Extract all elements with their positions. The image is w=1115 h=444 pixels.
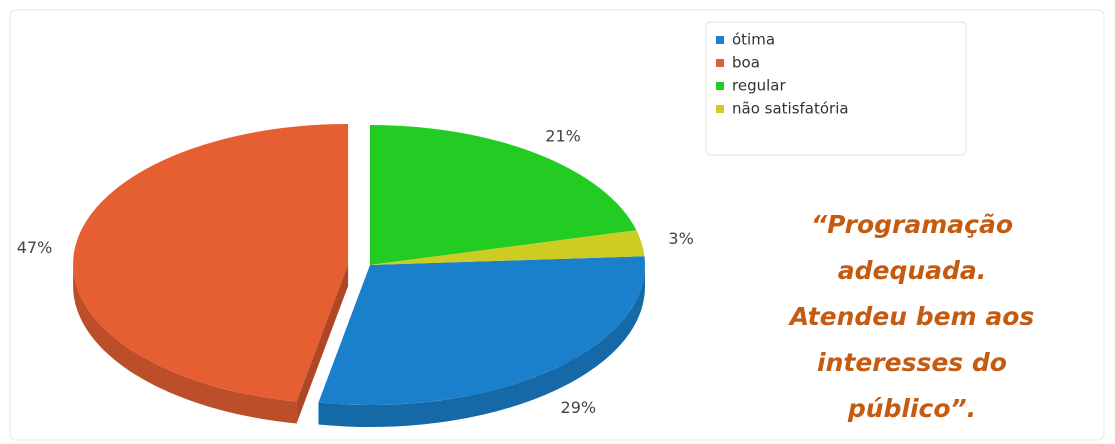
legend-label: regular bbox=[732, 77, 786, 95]
quote-line: “Programação bbox=[811, 210, 1013, 239]
data-label: 29% bbox=[561, 398, 597, 417]
legend-swatch bbox=[716, 59, 724, 67]
pie-slice bbox=[370, 125, 637, 265]
quote-line: Atendeu bem aos bbox=[788, 302, 1035, 331]
pie-slice bbox=[318, 256, 645, 405]
legend-swatch bbox=[716, 36, 724, 44]
pie-side bbox=[318, 265, 645, 427]
legend-swatch bbox=[716, 82, 724, 90]
legend-box bbox=[705, 21, 967, 156]
pie-cut bbox=[296, 263, 349, 424]
quote-line: interesses do bbox=[817, 348, 1007, 377]
legend-label: ótima bbox=[732, 31, 775, 49]
pie-slice bbox=[73, 123, 349, 402]
data-label: 47% bbox=[17, 238, 53, 257]
pie-slice bbox=[370, 230, 645, 265]
quote-line: adequada. bbox=[838, 256, 987, 285]
data-label: 3% bbox=[668, 229, 693, 248]
legend-swatch bbox=[716, 105, 724, 113]
pie-side bbox=[73, 263, 297, 424]
data-label: 21% bbox=[545, 126, 581, 145]
legend-label: boa bbox=[732, 54, 760, 72]
legend-label: não satisfatória bbox=[732, 100, 849, 118]
quote-line: público”. bbox=[847, 394, 976, 423]
